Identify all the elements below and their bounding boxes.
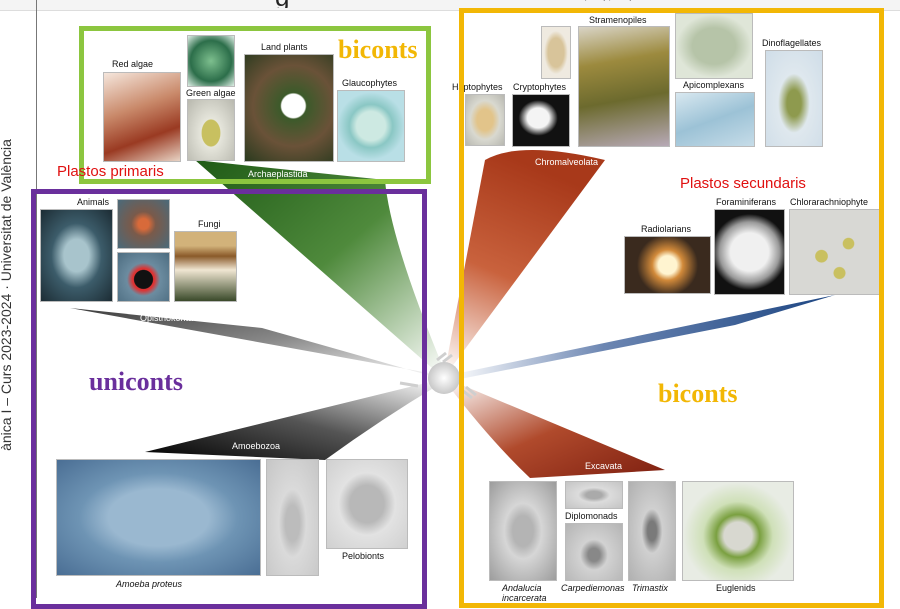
trimastix-photo <box>628 481 676 581</box>
radiolarians-label: Radiolarians <box>641 224 692 234</box>
cryptophytes-photo <box>512 94 570 147</box>
diplomonads-label: Diplomonads <box>565 511 618 521</box>
unicont-label: uniconts <box>89 367 183 396</box>
green-algae-label: Green algae <box>186 88 236 98</box>
archaeplastida-label: Archaeplastida <box>248 169 308 179</box>
haptophytes-photo <box>465 94 505 146</box>
plastos-secundaris-label: Plastos secundaris <box>680 175 806 192</box>
biconts-archaeplastida-box <box>79 26 431 184</box>
stramenopiles-kelp-photo <box>578 26 670 147</box>
radiolarians-photo <box>624 236 711 294</box>
diplomonads-photo <box>565 481 623 509</box>
margin-rule <box>36 0 37 598</box>
stramenopiles-diatom-photo <box>541 26 571 79</box>
animals-starfish-photo <box>117 199 170 249</box>
biconts-right-label: biconts <box>658 379 738 408</box>
biconts-right-box <box>459 8 884 608</box>
title-strip <box>0 0 900 11</box>
apicomplexans-label: Apicomplexans <box>683 80 745 90</box>
excavata-label: Excavata <box>585 461 623 471</box>
unicont-box <box>31 189 427 609</box>
land-plants-label: Land plants <box>261 42 308 52</box>
pelobionts-photo <box>326 459 408 549</box>
opisthokonta-label: Opisthokonta <box>140 313 194 323</box>
rhizaria-label: Rhizaria <box>680 304 714 314</box>
red-algae-photo <box>103 72 181 162</box>
animals-label: Animals <box>77 197 110 207</box>
animals-daphnia-photo <box>40 209 113 302</box>
archaeplastida-wedge <box>195 160 445 375</box>
foraminiferans-photo <box>714 209 785 295</box>
andalucia-photo <box>489 481 557 581</box>
rhizaria-wedge <box>450 295 835 380</box>
chromalveolata-wedge <box>445 150 605 372</box>
excavata-wedge <box>448 380 665 478</box>
amoebozoa-cell-photo <box>266 459 319 576</box>
tree-hub <box>428 362 460 394</box>
carpediemonas-label: Carpediemonas <box>561 583 625 593</box>
green-algae-photo-1 <box>187 35 235 87</box>
amoeba-proteus-photo <box>56 459 261 576</box>
stramenopiles-label: Stramenopiles <box>589 15 647 25</box>
stramenopiles-ciliate-photo <box>675 13 753 79</box>
foraminiferans-label: Foraminiferans <box>716 197 777 207</box>
andalucia-label: Andalucia <box>502 583 542 593</box>
green-algae-photo-2 <box>187 99 235 161</box>
amoebozoa-wedge <box>145 380 440 460</box>
chromalveolata-label: Chromalveolata <box>535 157 599 167</box>
land-plants-photo <box>244 54 334 162</box>
fungi-photo <box>174 231 237 302</box>
euglenids-photo <box>682 481 794 581</box>
biconts-top-label: biconts <box>338 35 418 64</box>
dinoflagellates-photo <box>765 50 823 147</box>
fungi-label: Fungi <box>198 219 221 229</box>
carpediemonas-photo <box>565 523 623 581</box>
apicomplexans-photo <box>675 92 755 147</box>
dinoflagellates-label: Dinoflagellates <box>762 38 822 48</box>
glaucophytes-label: Glaucophytes <box>342 78 398 88</box>
animals-dog-photo <box>117 252 170 302</box>
cryptophytes-label: Cryptophytes <box>513 82 567 92</box>
euglenids-label: Euglenids <box>716 583 756 593</box>
amoebozoa-label: Amoebozoa <box>232 441 281 451</box>
red-algae-label: Red algae <box>112 59 154 69</box>
plastos-primaris-label: Plastos primaris <box>57 163 164 180</box>
haptophytes-label: Haptophytes <box>452 82 503 92</box>
glaucophytes-photo <box>337 90 405 162</box>
chlorarachniophytes-photo <box>789 209 881 295</box>
chlorarachniophytes-label: Chlorarachniophyte <box>790 197 869 207</box>
pelobionts-label: Pelobionts <box>342 551 385 561</box>
trimastix-label: Trimastix <box>632 583 668 593</box>
amoeba-proteus-label: Amoeba proteus <box>116 579 183 589</box>
